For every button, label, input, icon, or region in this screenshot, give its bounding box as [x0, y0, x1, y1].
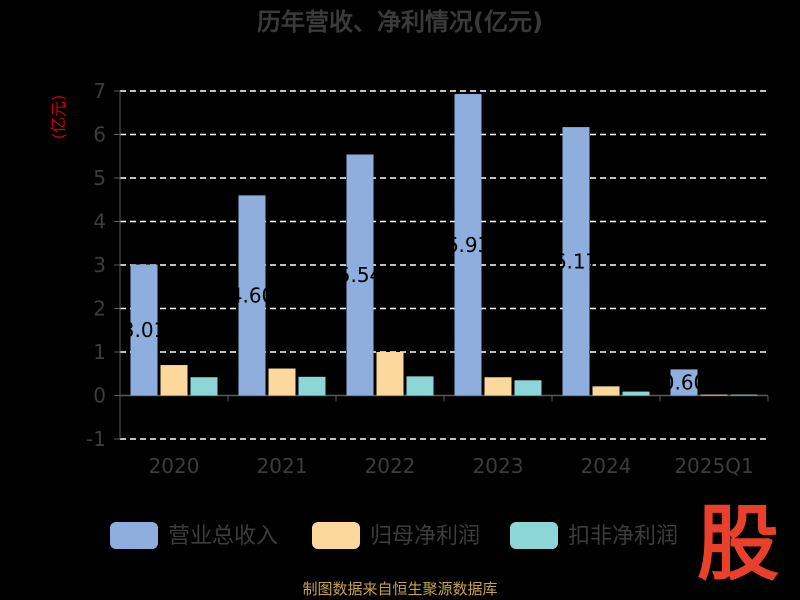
y-tick-label: 3	[93, 253, 106, 277]
x-tick-label: 2025Q1	[674, 454, 753, 478]
bar	[514, 380, 542, 396]
data-label: 6.93	[446, 233, 491, 257]
y-tick-label: -1	[86, 427, 106, 451]
bar	[700, 394, 728, 396]
bar	[670, 369, 698, 396]
watermark-glyph: 股	[696, 497, 779, 592]
legend-label: 营业总收入	[168, 524, 278, 549]
bar	[562, 127, 590, 396]
y-tick-label: 1	[93, 340, 106, 364]
bar	[190, 377, 218, 396]
legend-label: 归母净利润	[370, 524, 480, 549]
data-source-note: 制图数据来自恒生聚源数据库	[302, 580, 498, 598]
y-axis-unit-label: (亿元)	[49, 95, 68, 140]
bar	[346, 154, 374, 396]
bar	[268, 368, 296, 396]
data-label: 3.01	[122, 318, 167, 342]
watermark-logo: 股	[690, 500, 786, 590]
bar	[376, 352, 404, 396]
x-tick-label: 2021	[257, 454, 308, 478]
y-tick-label: 5	[93, 166, 106, 190]
bar	[592, 386, 620, 396]
data-label: 4.60	[230, 283, 275, 307]
data-label: 0.60	[662, 370, 707, 394]
bars	[130, 94, 758, 396]
legend-swatch	[312, 522, 360, 549]
bar	[298, 376, 326, 396]
bar	[454, 94, 482, 396]
legend-label: 扣非净利润	[568, 524, 678, 549]
bar	[130, 264, 158, 396]
gridlines	[120, 90, 768, 440]
bar	[160, 365, 188, 396]
bar	[730, 394, 758, 396]
y-tick-label: 0	[93, 384, 106, 408]
legend: 营业总收入 归母净利润 扣非净利润	[110, 522, 678, 549]
x-tick-label: 2020	[149, 454, 200, 478]
y-tick-label: 4	[93, 210, 106, 234]
x-tick-label: 2023	[473, 454, 524, 478]
bar	[238, 195, 266, 396]
data-label: 5.54	[338, 263, 383, 287]
legend-swatch	[110, 522, 158, 549]
data-labels: 3.01 4.60 5.54 6.93 6.17 0.60	[122, 233, 707, 395]
x-tick-label: 2024	[581, 454, 632, 478]
y-axis-ticks: -1 0 1 2 3 4 5 6 7	[86, 79, 121, 451]
x-tick-label: 2022	[365, 454, 416, 478]
y-tick-label: 2	[93, 297, 106, 321]
legend-swatch	[510, 522, 558, 549]
y-tick-label: 6	[93, 123, 106, 147]
y-tick-label: 7	[93, 79, 106, 103]
x-axis	[119, 394, 769, 402]
data-label: 6.17	[554, 249, 599, 273]
bar	[622, 391, 650, 396]
bar	[406, 376, 434, 396]
bar	[484, 377, 512, 396]
x-axis-ticks: 2020 2021 2022 2023 2024 2025Q1	[149, 454, 754, 478]
chart-title: 历年营收、净利情况(亿元)	[257, 8, 543, 36]
